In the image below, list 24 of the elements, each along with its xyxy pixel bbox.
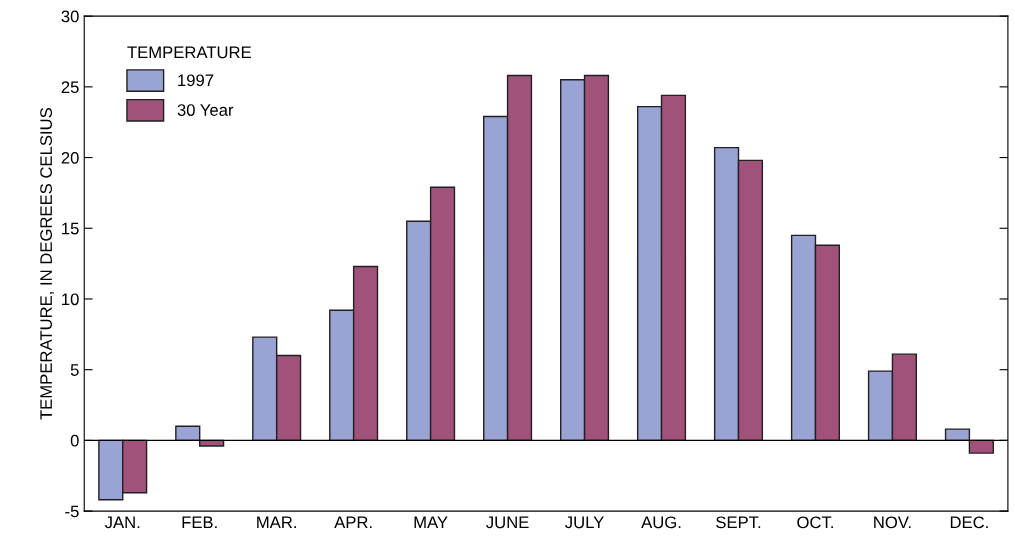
x-tick-label: FEB. — [182, 516, 217, 529]
x-tick-label: OCT. — [797, 516, 833, 529]
legend-label: 30 Year — [177, 104, 234, 116]
y-tick-label: 15 — [62, 222, 79, 235]
x-tick-label: AUG. — [641, 516, 681, 529]
x-tick-label: DEC. — [950, 516, 988, 529]
x-tick-label: JUNE — [486, 516, 529, 529]
legend-title: TEMPERATURE — [127, 46, 251, 59]
y-tick-label: 30 — [61, 10, 79, 23]
x-tick-label: MAY — [414, 516, 448, 529]
y-tick-label: 25 — [61, 81, 79, 94]
y-axis-title: TEMPERATURE, IN DEGREES CELSIUS — [40, 108, 54, 420]
y-tick-label: -5 — [65, 505, 79, 518]
x-tick-label: JULY — [565, 516, 604, 529]
x-tick-label: APR. — [334, 516, 372, 529]
y-tick-label: 5 — [70, 364, 79, 376]
x-tick-label: SEPT. — [716, 516, 761, 529]
x-tick-label: MAR. — [257, 516, 296, 529]
y-tick-label: 20 — [61, 151, 79, 164]
y-tick-label: 10 — [62, 293, 79, 306]
y-tick-label: 0 — [70, 434, 79, 447]
x-tick-label: JAN. — [104, 516, 140, 529]
x-tick-label: NOV. — [874, 516, 911, 529]
legend-label: 1997 — [178, 74, 214, 87]
